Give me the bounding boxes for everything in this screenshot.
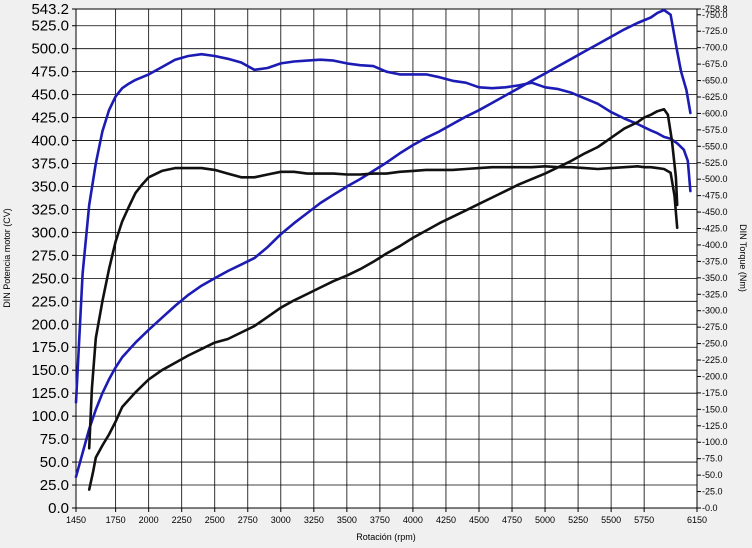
x-tick-label: 5250 — [568, 515, 588, 525]
right-tick-label: -475.0 — [702, 191, 728, 201]
x-tick-label: 4500 — [469, 515, 489, 525]
left-tick-label: 400.0 — [31, 133, 69, 150]
left-tick-label: 175.0 — [31, 339, 69, 356]
x-tick-label: 3250 — [304, 515, 324, 525]
right-tick-label: -225.0 — [702, 355, 728, 365]
left-tick-label: 325.0 — [31, 201, 69, 218]
left-tick-label: 500.0 — [31, 41, 69, 58]
series-line-2 — [74, 52, 692, 404]
right-tick-label: -300.0 — [702, 306, 728, 316]
x-tick-label: 5500 — [601, 515, 621, 525]
left-tick-label: 100.0 — [31, 408, 69, 425]
right-tick-label: -600.0 — [702, 108, 728, 118]
x-tick-label: 2750 — [238, 515, 258, 525]
right-tick-label: -400.0 — [702, 240, 728, 250]
series-group — [74, 8, 692, 491]
x-tick-label: 2500 — [205, 515, 225, 525]
left-tick-label: 375.0 — [31, 156, 69, 173]
left-tick-label: 75.0 — [40, 431, 69, 448]
left-tick-label: 475.0 — [31, 64, 69, 81]
right-tick-label: -325.0 — [702, 289, 728, 299]
x-tick-label: 3000 — [271, 515, 291, 525]
x-tick-label: 1450 — [66, 515, 86, 525]
right-tick-label: -175.0 — [702, 388, 728, 398]
right-tick-label: -425.0 — [702, 224, 728, 234]
left-tick-label: 150.0 — [31, 362, 69, 379]
x-tick-label: 3750 — [370, 515, 390, 525]
right-tick-label: -75.0 — [702, 454, 723, 464]
left-tick-label: 275.0 — [31, 247, 69, 264]
right-tick-label: -150.0 — [702, 404, 728, 414]
x-tick-label: 3500 — [337, 515, 357, 525]
right-tick-label: -675.0 — [702, 59, 728, 69]
plot-area — [75, 8, 698, 509]
right-tick-label: -750.0 — [702, 10, 728, 20]
left-tick-label: 0.0 — [48, 500, 69, 517]
right-tick-label: -375.0 — [702, 256, 728, 266]
right-tick-label: -275.0 — [702, 322, 728, 332]
y2-axis-title: DIN Torque (Nm) — [738, 224, 748, 292]
left-tick-label: 125.0 — [31, 385, 69, 402]
series-line-4 — [87, 165, 679, 450]
right-tick-label: -700.0 — [702, 43, 728, 53]
right-tick-label: -500.0 — [702, 174, 728, 184]
x-tick-label: 2000 — [139, 515, 159, 525]
left-tick-label: 425.0 — [31, 110, 69, 127]
right-tick-label: -125.0 — [702, 421, 728, 431]
x-tick-label: 1750 — [106, 515, 126, 525]
right-tick-label: -650.0 — [702, 76, 728, 86]
right-tick-label: -575.0 — [702, 125, 728, 135]
x-axis-title: Rotación (rpm) — [356, 532, 416, 542]
right-tick-label: -550.0 — [702, 141, 728, 151]
right-tick-label: -350.0 — [702, 273, 728, 283]
x-tick-label: 5000 — [535, 515, 555, 525]
x-axis-ticks: 1450 1750 2000 2250 2500 2750 3000 3250 3500 3750… — [66, 508, 707, 525]
grid-lines — [76, 9, 697, 508]
left-tick-label: 525.0 — [31, 18, 69, 35]
left-tick-label: 450.0 — [31, 87, 69, 104]
right-tick-label: -450.0 — [702, 207, 728, 217]
x-tick-label: 2250 — [172, 515, 192, 525]
right-axis-ticks: -758.8-750.0 -725.0 -700.0 -675.0 -650.0 -625… — [697, 4, 728, 513]
right-tick-label: -525.0 — [702, 158, 728, 168]
x-tick-label: 5750 — [634, 515, 654, 525]
left-tick-label: 543.2 — [31, 1, 69, 18]
left-tick-label: 225.0 — [31, 293, 69, 310]
left-tick-label: 300.0 — [31, 224, 69, 241]
right-tick-label: -0.0 — [702, 503, 718, 513]
y-axis-title: DIN Potencia motor (CV) — [2, 208, 12, 308]
x-tick-label: 4750 — [502, 515, 522, 525]
left-tick-label: 250.0 — [31, 270, 69, 287]
x-tick-label: 4000 — [403, 515, 423, 525]
left-tick-label: 350.0 — [31, 178, 69, 195]
left-tick-label: 50.0 — [40, 454, 69, 471]
series-line-3 — [87, 108, 679, 491]
x-tick-label: 4250 — [436, 515, 456, 525]
right-tick-label: -625.0 — [702, 92, 728, 102]
right-tick-label: -725.0 — [702, 26, 728, 36]
right-tick-label: -50.0 — [702, 470, 723, 480]
left-tick-label: 25.0 — [40, 477, 69, 494]
x-tick-label: 6150 — [687, 515, 707, 525]
right-tick-label: -25.0 — [702, 487, 723, 497]
series-line-1 — [74, 8, 692, 479]
right-tick-label: -200.0 — [702, 371, 728, 381]
left-tick-label: 200.0 — [31, 316, 69, 333]
right-tick-label: -100.0 — [702, 437, 728, 447]
right-tick-label: -250.0 — [702, 339, 728, 349]
right-tick-label: -758.8 — [702, 4, 728, 14]
